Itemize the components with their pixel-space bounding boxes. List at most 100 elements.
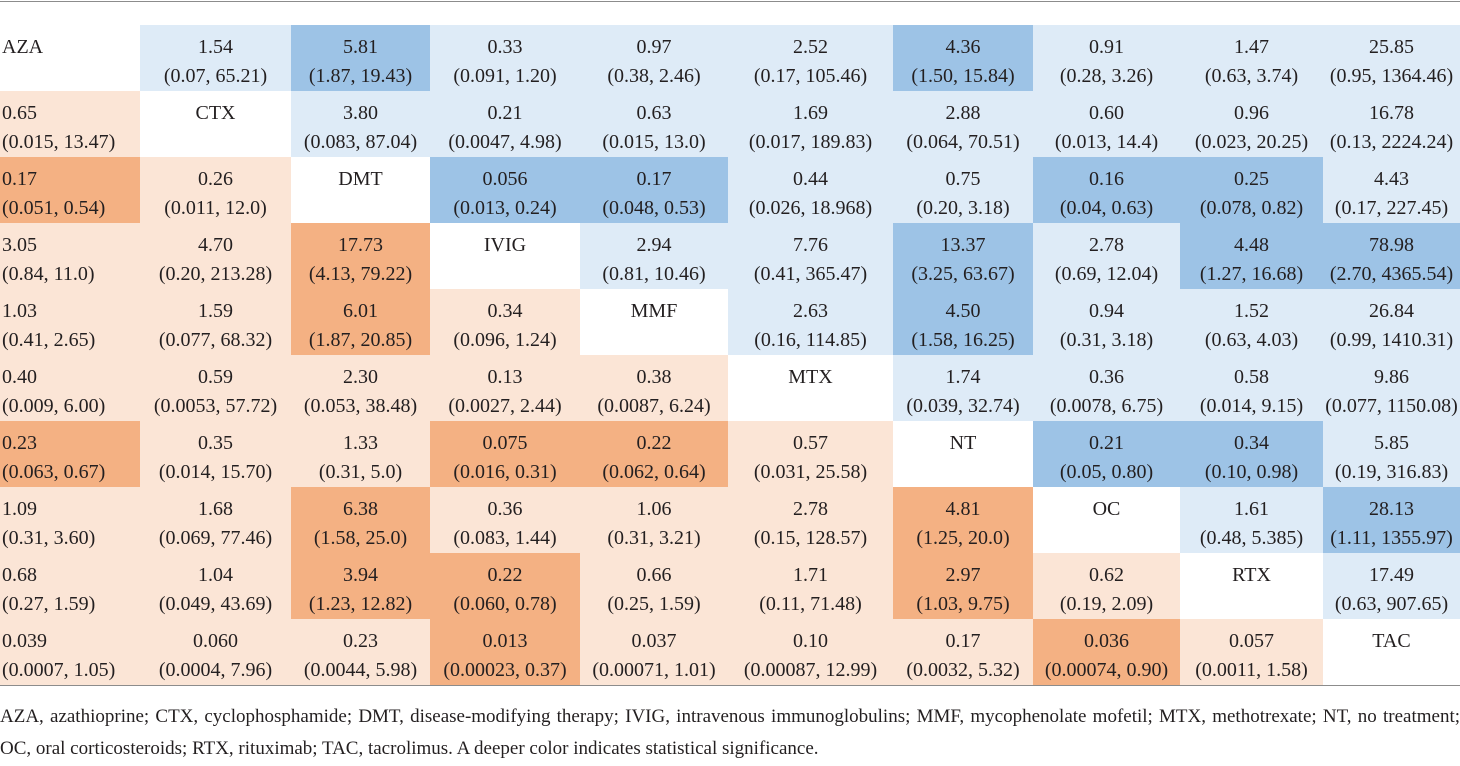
effect-estimate: 9.86 — [1374, 366, 1409, 388]
confidence-interval: (0.0011, 1.58) — [1195, 659, 1308, 681]
comparison-cell-upper: 4.50 (1.58, 16.25) — [893, 289, 1033, 355]
confidence-interval: (0.051, 0.54) — [2, 197, 106, 219]
comparison-cell-lower: 6.01 (1.87, 20.85) — [291, 289, 430, 355]
effect-estimate: 0.13 — [487, 366, 523, 388]
confidence-interval: (0.0007, 1.05) — [2, 659, 116, 681]
comparison-cell-upper: 0.17 (0.048, 0.53) — [580, 157, 728, 223]
effect-estimate: 2.63 — [793, 300, 828, 322]
effect-estimate: 0.57 — [793, 432, 828, 454]
confidence-interval: (0.07, 65.21) — [163, 65, 268, 87]
comparison-cell-upper: 5.85 (0.19, 316.83) — [1323, 421, 1460, 487]
effect-estimate: 0.34 — [1234, 432, 1269, 454]
confidence-interval: (0.0087, 6.24) — [597, 395, 711, 417]
confidence-interval: (0.069, 77.46) — [158, 527, 273, 549]
effect-estimate: 0.22 — [487, 564, 523, 586]
treatment-label-cell: RTX — [1180, 553, 1323, 619]
confidence-interval: (0.63, 4.03) — [1204, 329, 1299, 351]
effect-estimate: 0.33 — [487, 36, 523, 58]
effect-estimate: 1.06 — [636, 498, 672, 520]
effect-estimate: 0.59 — [198, 366, 233, 388]
treatment-label: RTX — [1232, 564, 1271, 586]
comparison-cell-lower: 0.34 (0.096, 1.24) — [430, 289, 580, 355]
confidence-interval: (0.13, 2224.24) — [1329, 131, 1454, 153]
effect-estimate: 0.58 — [1234, 366, 1269, 388]
confidence-interval: (0.0078, 6.75) — [1049, 395, 1164, 417]
effect-estimate: 0.66 — [636, 564, 672, 586]
comparison-cell-upper: 0.25 (0.078, 0.82) — [1180, 157, 1323, 223]
comparison-cell-lower: 0.13 (0.0027, 2.44) — [430, 355, 580, 421]
confidence-interval: (0.31, 5.0) — [318, 461, 403, 483]
effect-estimate: 1.03 — [2, 300, 37, 322]
effect-estimate: 1.52 — [1234, 300, 1269, 322]
comparison-cell-upper: 7.76 (0.41, 365.47) — [728, 223, 893, 289]
comparison-cell-upper: 2.78 (0.69, 12.04) — [1033, 223, 1180, 289]
effect-estimate: 5.85 — [1374, 432, 1409, 454]
table-row: 0.65 (0.015, 13.47) CTX 3.80 (0.083, 87.04) 0… — [0, 91, 1460, 157]
effect-estimate: 0.21 — [487, 102, 523, 124]
effect-estimate: 17.73 — [338, 234, 383, 256]
treatment-label: OC — [1092, 498, 1121, 520]
comparison-cell-lower: 0.057 (0.0011, 1.58) — [1180, 619, 1323, 685]
confidence-interval: (0.20, 3.18) — [916, 197, 1010, 219]
effect-estimate: 0.060 — [193, 630, 238, 652]
comparison-cell-lower: 0.013 (0.00023, 0.37) — [430, 619, 580, 685]
confidence-interval: (0.078, 0.82) — [1199, 197, 1304, 219]
table-row: 0.40 (0.009, 6.00) 0.59 (0.0053, 57.72) 2.30… — [0, 355, 1460, 421]
treatment-label: TAC — [1372, 630, 1411, 652]
treatment-label: IVIG — [483, 234, 527, 256]
effect-estimate: 4.36 — [945, 36, 981, 58]
comparison-cell-lower: 0.38 (0.0087, 6.24) — [580, 355, 728, 421]
effect-estimate: 2.88 — [945, 102, 981, 124]
effect-estimate: 0.97 — [636, 36, 672, 58]
comparison-cell-upper: 2.63 (0.16, 114.85) — [728, 289, 893, 355]
treatment-label-cell: DMT — [291, 157, 430, 223]
comparison-cell-upper: 1.69 (0.017, 189.83) — [728, 91, 893, 157]
comparison-cell-upper: 2.52 (0.17, 105.46) — [728, 25, 893, 91]
effect-estimate: 6.38 — [343, 498, 378, 520]
effect-estimate: 0.056 — [482, 168, 528, 190]
confidence-interval: (0.049, 43.69) — [158, 593, 273, 615]
comparison-cell-upper: 0.33 (0.091, 1.20) — [430, 25, 580, 91]
comparison-cell-lower: 1.68 (0.069, 77.46) — [140, 487, 291, 553]
effect-estimate: 0.94 — [1089, 300, 1124, 322]
comparison-cell-upper: 0.96 (0.023, 20.25) — [1180, 91, 1323, 157]
table-bottom-rule — [0, 685, 1460, 686]
effect-estimate: 2.52 — [793, 36, 828, 58]
comparison-cell-upper: 5.81 (1.87, 19.43) — [291, 25, 430, 91]
effect-estimate: 78.98 — [1369, 234, 1414, 256]
confidence-interval: (1.87, 20.85) — [308, 329, 413, 351]
confidence-interval: (1.58, 25.0) — [313, 527, 408, 549]
confidence-interval: (0.31, 3.60) — [2, 527, 96, 549]
effect-estimate: 1.09 — [2, 498, 37, 520]
confidence-interval: (0.10, 0.98) — [1204, 461, 1299, 483]
comparison-cell-lower: 0.23 (0.0044, 5.98) — [291, 619, 430, 685]
confidence-interval: (1.11, 1355.97) — [1330, 527, 1453, 549]
effect-estimate: 3.94 — [343, 564, 378, 586]
comparison-cell-lower: 0.57 (0.031, 25.58) — [728, 421, 893, 487]
confidence-interval: (0.00074, 0.90) — [1044, 659, 1169, 681]
effect-estimate: 25.85 — [1369, 36, 1414, 58]
comparison-cell-upper: 78.98 (2.70, 4365.54) — [1323, 223, 1460, 289]
comparison-cell-lower: 2.97 (1.03, 9.75) — [893, 553, 1033, 619]
effect-estimate: 0.037 — [631, 630, 677, 652]
confidence-interval: (0.81, 10.46) — [602, 263, 706, 285]
effect-estimate: 1.33 — [343, 432, 378, 454]
effect-estimate: 0.26 — [198, 168, 233, 190]
comparison-cell-upper: 0.21 (0.05, 0.80) — [1033, 421, 1180, 487]
confidence-interval: (0.95, 1364.46) — [1329, 65, 1454, 87]
comparison-cell-lower: 0.039 (0.0007, 1.05) — [0, 619, 140, 685]
comparison-cell-upper: 25.85 (0.95, 1364.46) — [1323, 25, 1460, 91]
effect-estimate: 0.96 — [1234, 102, 1269, 124]
effect-estimate: 0.25 — [1234, 168, 1269, 190]
effect-estimate: 0.16 — [1089, 168, 1124, 190]
comparison-cell-upper: 16.78 (0.13, 2224.24) — [1323, 91, 1460, 157]
confidence-interval: (0.99, 1410.31) — [1329, 329, 1454, 351]
comparison-cell-lower: 1.71 (0.11, 71.48) — [728, 553, 893, 619]
confidence-interval: (0.091, 1.20) — [453, 65, 557, 87]
table-row: 0.17 (0.051, 0.54) 0.26 (0.011, 12.0) DMT 0.0… — [0, 157, 1460, 223]
confidence-interval: (0.016, 0.31) — [453, 461, 557, 483]
treatment-label-cell: CTX — [140, 91, 291, 157]
effect-estimate: 0.68 — [2, 564, 37, 586]
comparison-cell-upper: 0.44 (0.026, 18.968) — [728, 157, 893, 223]
effect-estimate: 6.01 — [343, 300, 378, 322]
